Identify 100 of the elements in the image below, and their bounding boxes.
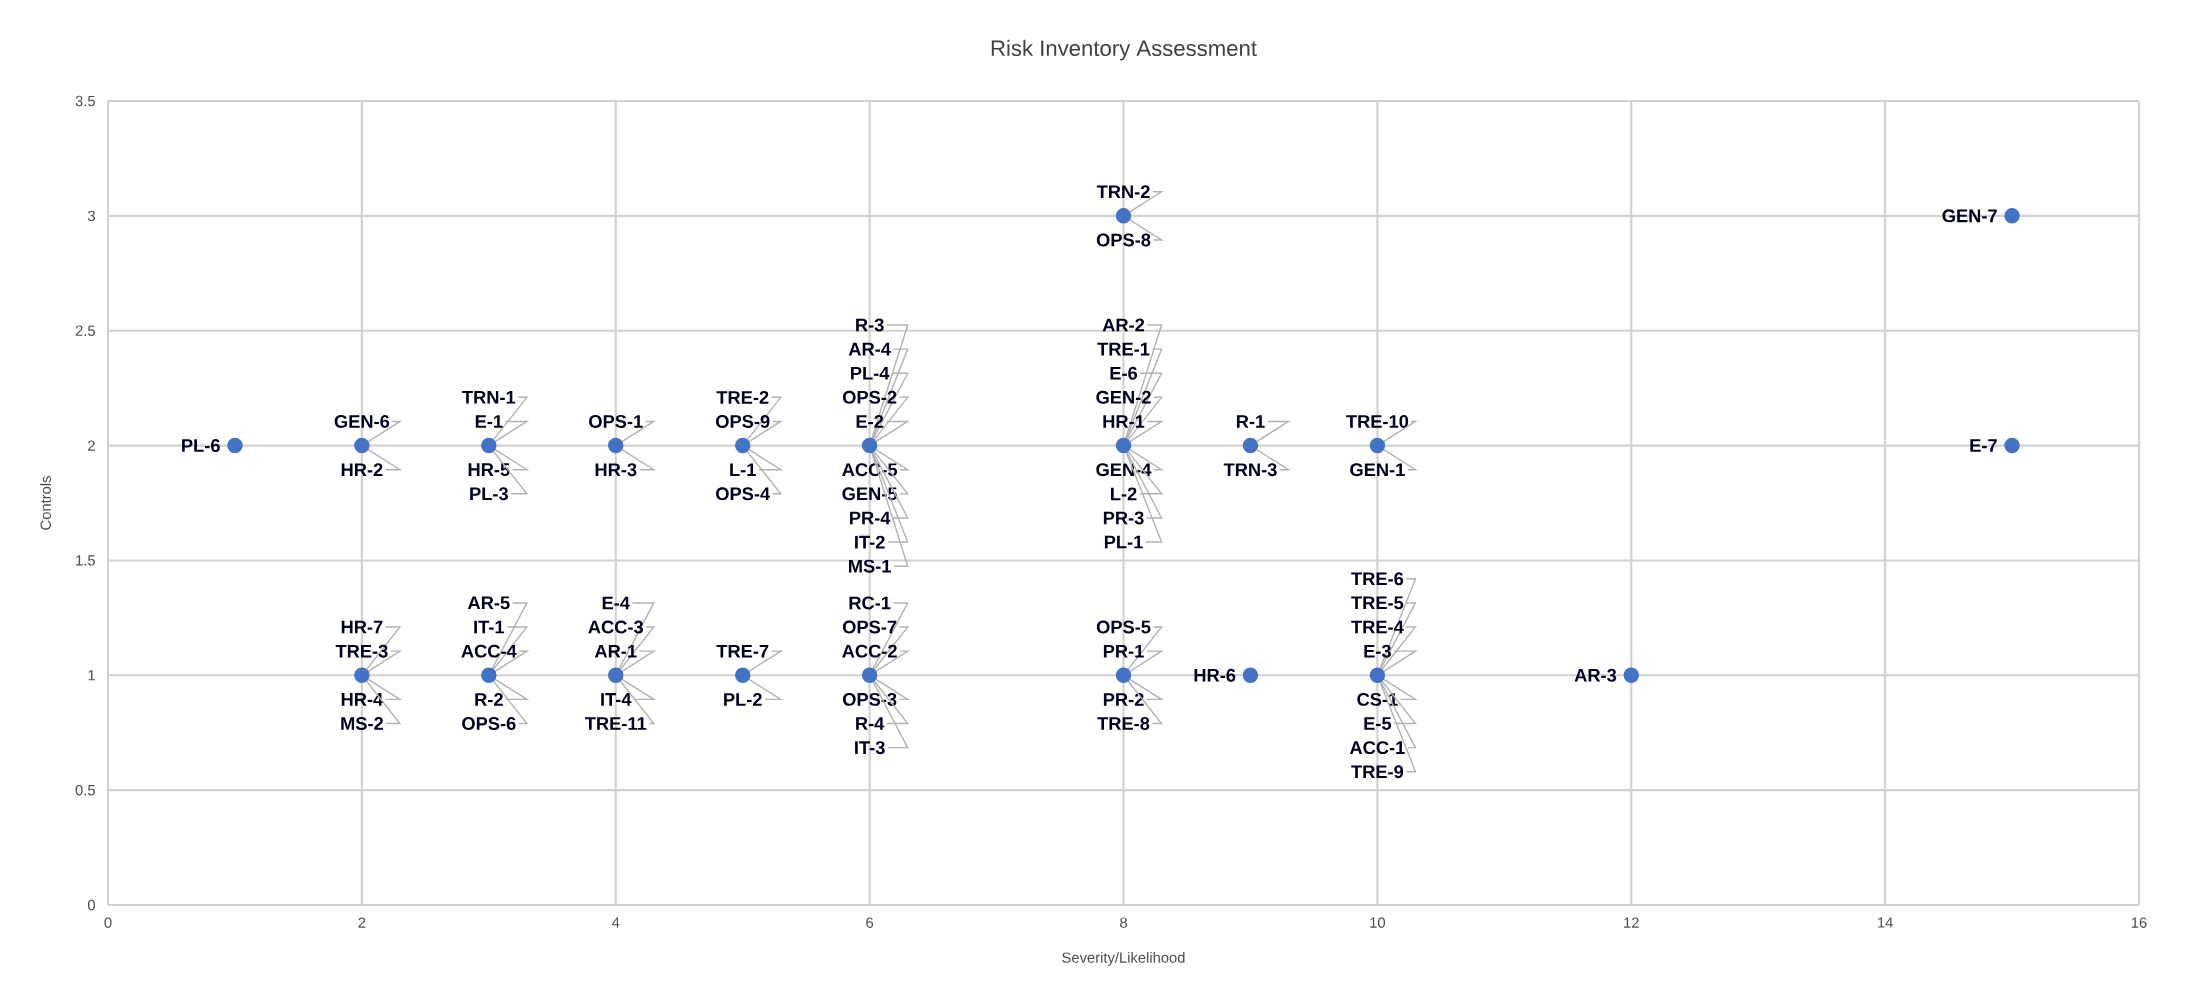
point [481,437,497,454]
annotation: MS-1 [849,559,891,573]
point [861,667,878,684]
point [1242,437,1259,454]
annotation: TRE-7 [716,644,769,658]
point [481,667,497,684]
annotation: HR-4 [341,693,384,706]
annotation: OPS-5 [1096,620,1151,634]
annotation: OPS-1 [589,414,643,428]
y-tick-label: 3 [87,210,95,222]
annotation: ACC-3 [588,620,644,634]
annotation: R-1 [1236,415,1265,428]
annotation: GEN-5 [842,487,898,501]
y-tick-label: 1 [88,670,95,681]
annotation: PR-2 [1103,693,1144,706]
annotation: ACC-4 [461,644,517,658]
annotation: E-5 [1364,717,1392,730]
point [227,437,243,454]
point [2004,208,2020,224]
annotation: PL-3 [470,487,508,501]
x-axis-title: Severity/Likelihood [1062,952,1185,966]
x-tick-label: 8 [1120,917,1127,928]
y-tick-label: 3.5 [75,95,95,107]
annotation: PL-6 [182,439,220,453]
annotation: TRE-9 [1351,765,1404,779]
annotation: IT-3 [855,741,885,755]
annotation: ACC-5 [842,463,898,477]
x-tick-label: 10 [1370,917,1386,928]
annotation: HR-1 [1103,415,1145,428]
annotation: OPS-3 [842,692,897,706]
annotation: PL-4 [851,366,890,380]
annotation: HR-7 [341,620,383,634]
annotation: TRE-10 [1346,414,1409,428]
annotation: TRE-6 [1351,572,1404,586]
annotation: TRN-2 [1096,185,1150,199]
annotation: PR-1 [1103,644,1144,658]
annotation: PL-2 [724,693,762,706]
annotation: GEN-1 [1350,463,1405,477]
x-tick-label: 6 [866,917,874,928]
annotation: IT-2 [855,535,885,549]
point [1115,667,1132,684]
annotation: E-4 [602,596,630,610]
annotation: E-2 [856,415,884,428]
point [734,437,751,454]
point [1369,437,1386,454]
point [2004,437,2020,454]
point [354,667,370,684]
chart-title: Risk Inventory Assessment [991,39,1257,61]
annotation: TRN-3 [1223,463,1277,477]
annotation: PL-1 [1104,535,1143,549]
point [608,667,624,684]
annotation: PR-4 [850,511,891,525]
annotation: ACC-1 [1349,741,1405,755]
point [1242,667,1259,684]
annotation: OPS-8 [1096,233,1151,247]
point [1623,667,1639,684]
x-tick-label: 4 [611,917,620,928]
point [1115,437,1132,454]
annotation: HR-5 [468,463,510,477]
annotation: TRE-5 [1351,596,1404,610]
annotation: AR-2 [1102,318,1145,332]
annotation: GEN-2 [1096,390,1151,404]
annotation: GEN-6 [334,414,390,428]
annotation: OPS-2 [842,390,897,404]
annotation: GEN-7 [1942,209,1997,223]
y-tick-label: 2.5 [75,325,95,336]
annotation: TRE-8 [1097,717,1150,730]
annotation: L-2 [1111,487,1137,501]
x-tick-label: 12 [1624,917,1639,928]
annotation: OPS-6 [462,717,516,730]
y-tick-label: 2 [88,440,95,451]
annotation: L-1 [730,463,756,476]
point [354,437,370,454]
annotation: CS-1 [1357,692,1398,706]
annotation: TRE-11 [585,717,647,730]
annotation: IT-4 [601,693,632,706]
x-tick-label: 14 [1878,917,1893,928]
point [608,437,624,454]
annotation: TRN-1 [462,391,516,404]
annotation: RC-1 [849,596,891,610]
annotation: TRE-1 [1097,342,1150,356]
annotation: IT-1 [474,620,505,634]
annotation: R-4 [856,717,885,730]
annotation: E-7 [1970,439,1997,452]
point [734,667,751,684]
annotation: R-2 [475,693,503,706]
point [861,437,878,454]
annotation: HR-3 [595,463,637,477]
annotation: PR-3 [1103,511,1144,525]
annotation: E-6 [1110,366,1138,380]
annotation: GEN-4 [1096,463,1152,477]
x-tick-label: 16 [2131,917,2147,928]
y-tick-label: 0.5 [75,784,95,796]
annotation: MS-2 [341,717,383,730]
annotation: TRE-2 [716,390,769,404]
x-tick-label: 0 [104,917,112,928]
annotation: ACC-2 [842,644,897,658]
annotation: AR-1 [594,644,637,658]
point [1115,208,1132,224]
annotation: E-3 [1364,644,1391,658]
